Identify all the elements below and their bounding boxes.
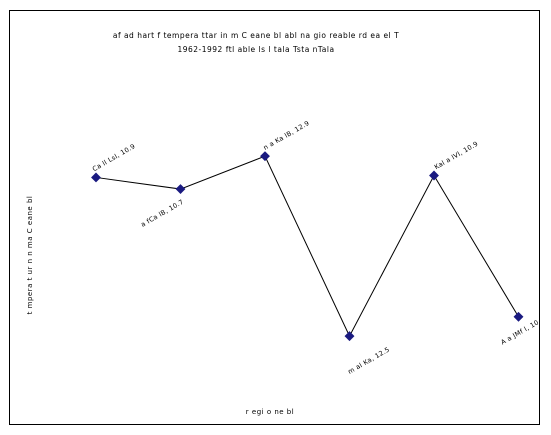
data-label: n a Ka lB, 12.9 [262,119,311,152]
chart-title: af ad hart f tempera ttar in m C eane bl… [113,31,399,40]
series-line [95,155,519,338]
data-label: A a JMf l, 10 [500,318,541,346]
line-chart: af ad hart f tempera ttar in m C eane bl… [26,31,540,416]
plot-area: Ca ll Lsl, 10.9a fCa lB, 10.7 n a Ka lB, … [91,119,540,376]
data-point [91,172,101,183]
data-point [429,170,439,181]
data-label: Ca ll Lsl, 10.9 [91,142,137,173]
x-axis-label: r egi o ne bl [246,408,294,416]
y-axis-label: t mpera t ur n n ma C eane bl [26,196,34,315]
chart-frame: af ad hart f tempera ttar in m C eane bl… [9,10,540,425]
data-point [260,151,270,162]
chart-subtitle: 1962-1992 ftl able ls l tala Tsta nTala [177,45,334,54]
data-label: a fCa lB, 10.7 [140,198,186,229]
data-point [344,331,355,342]
data-point [513,311,524,322]
data-label: Kal a lVl, 10.9 [433,140,480,172]
data-label: m al Ka, 12.5 [347,345,392,375]
data-point [175,184,186,195]
